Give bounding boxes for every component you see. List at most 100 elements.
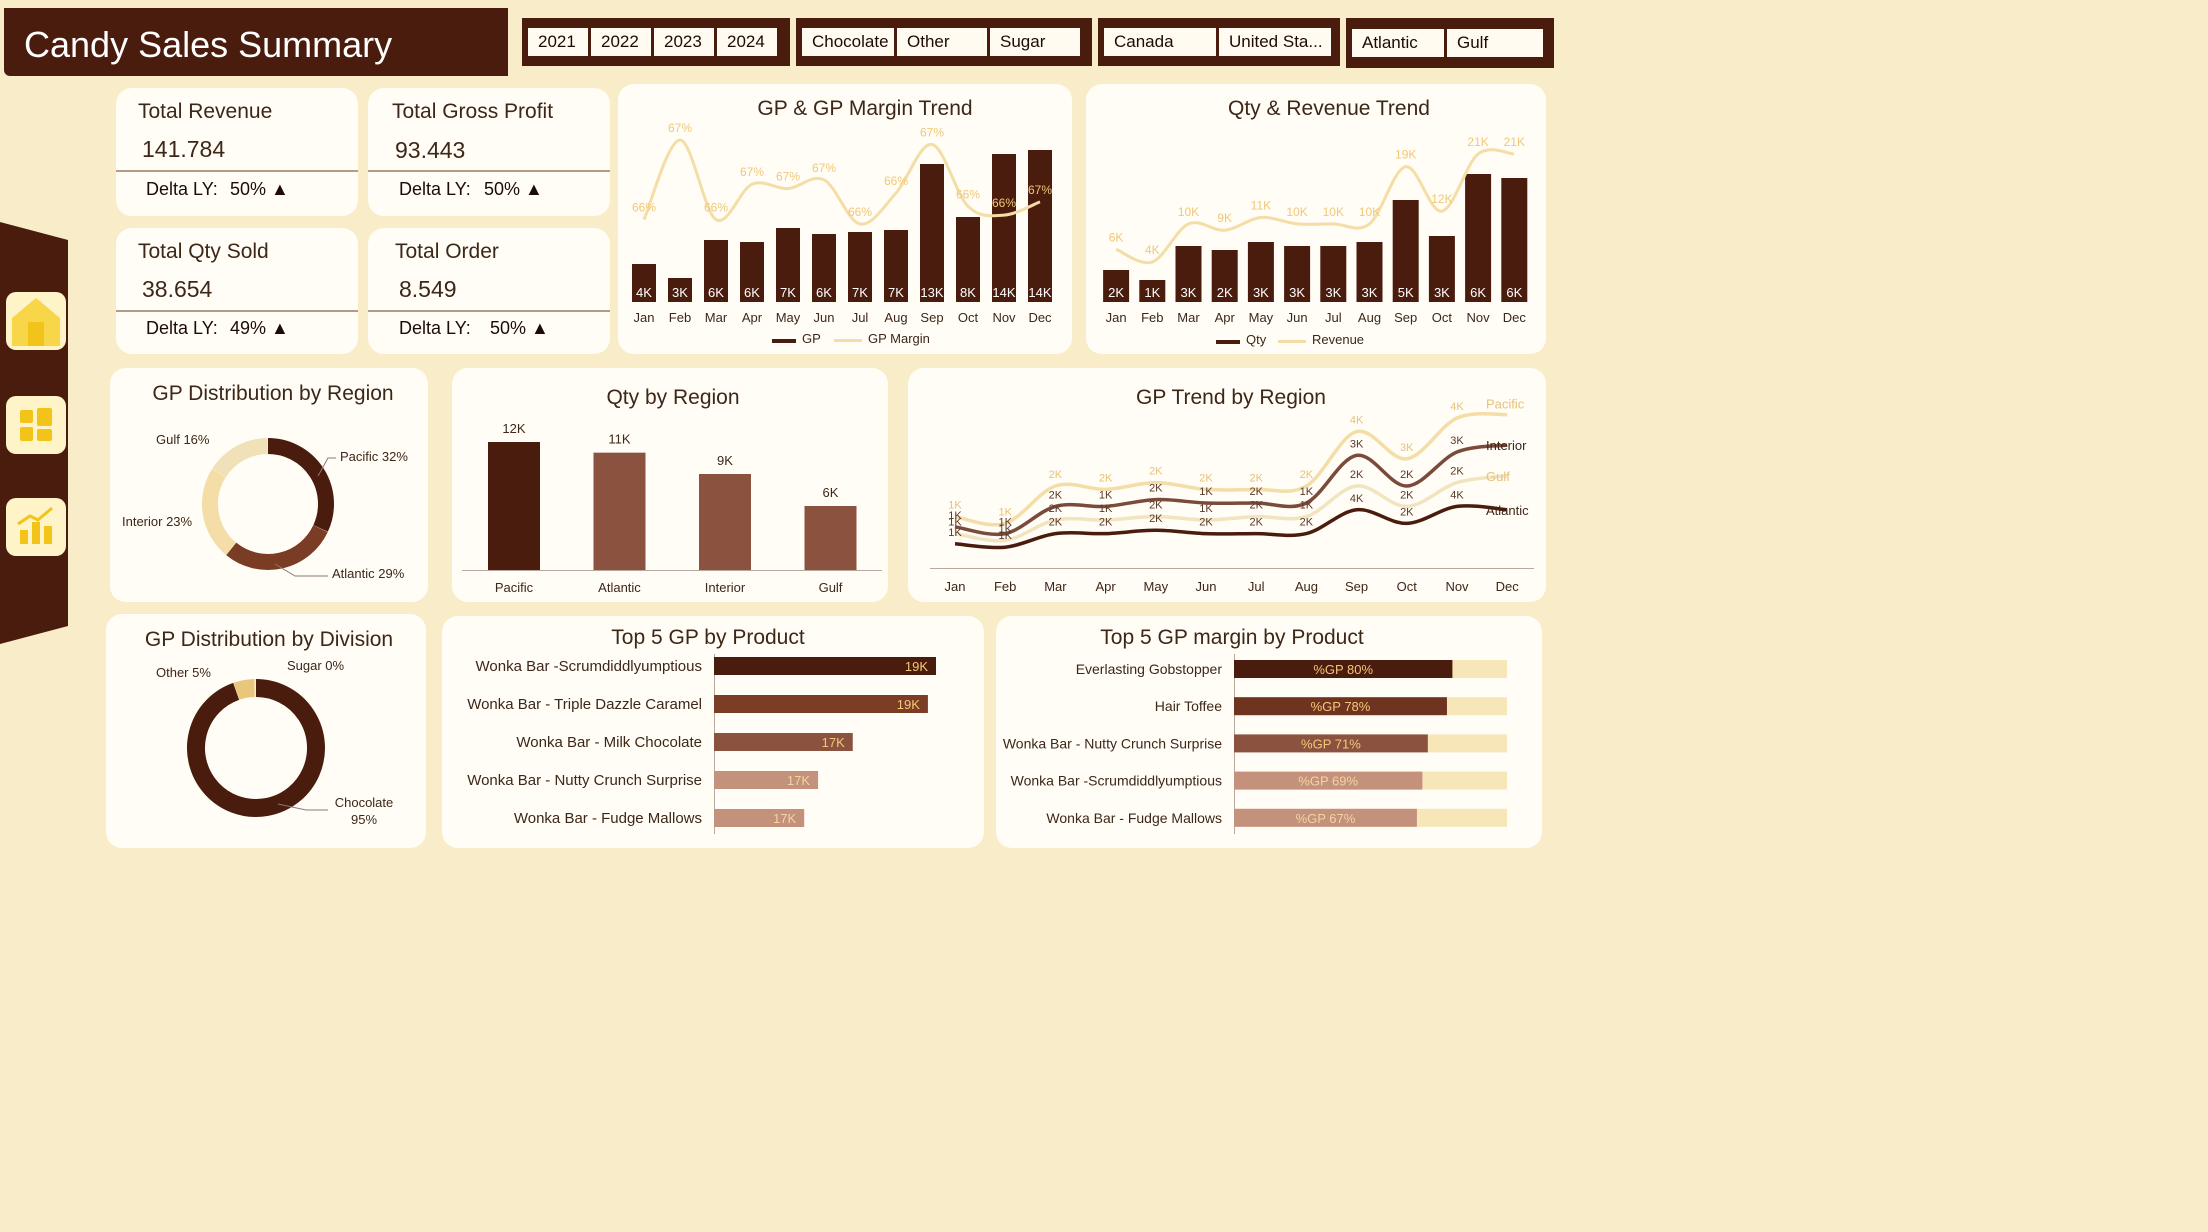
kpi-title: Total Revenue <box>138 100 273 123</box>
x-tick-label: Sep <box>1345 579 1368 594</box>
x-tick-label: Jul <box>852 310 869 325</box>
bar <box>1211 250 1238 302</box>
bar <box>1234 697 1447 716</box>
slicer-division-other[interactable]: Other <box>897 28 987 56</box>
x-tick-label: Apr <box>1095 579 1116 594</box>
slicer-year-2024[interactable]: 2024 <box>717 28 777 56</box>
nav-home-button[interactable] <box>6 292 66 350</box>
x-tick-label: Oct <box>1432 310 1453 325</box>
series-line <box>954 474 1508 543</box>
line-data-label: 2K <box>1099 472 1113 484</box>
bar-label: 14K <box>992 285 1015 300</box>
kpi-card-qty-sold: Total Qty Sold 38.654 Delta LY: 49% ▲ <box>116 228 358 354</box>
slicer-year-2021[interactable]: 2021 <box>528 28 588 56</box>
dashboard-icon <box>20 408 52 441</box>
bar-label: 3K <box>1253 285 1269 300</box>
legend-label: Revenue <box>1312 332 1364 347</box>
bar <box>714 809 805 827</box>
line-data-label: 1K <box>1300 486 1314 498</box>
gp-margin-trend-chart: 4K Jan 3K Feb 6K Mar 6K Apr 7K May 6K Jun 7K Jul 7K Aug… <box>632 121 1052 346</box>
slice-label: Gulf 16% <box>156 432 210 447</box>
qty-revenue-trend-card: Qty & Revenue Trend 2K Jan 1K Feb 3K Mar 2K Apr… <box>1086 84 1546 354</box>
bar <box>1392 200 1419 302</box>
line-data-label: 66% <box>848 205 872 219</box>
region-slicer: Atlantic Gulf <box>1346 18 1554 68</box>
line-data-label: 67% <box>740 165 764 179</box>
category-label: Wonka Bar -Scrumdiddlyumptious <box>1011 773 1222 789</box>
x-tick-label: Jan <box>1106 310 1127 325</box>
x-tick-label: Jun <box>1196 579 1217 594</box>
legend-swatch <box>1278 340 1306 343</box>
analytics-icon <box>17 506 53 544</box>
bar-label: 4K <box>636 285 652 300</box>
slicer-division-sugar[interactable]: Sugar <box>990 28 1080 56</box>
line-data-label: 2K <box>1199 472 1213 484</box>
gp-trend-region-chart: Jan Feb Mar Apr May Jun Jul Aug Sep Oct Nov Dec1K1K… <box>930 397 1534 594</box>
bar <box>714 771 819 789</box>
line-data-label: 3K <box>1450 435 1464 447</box>
top5-gp-bar-chart: Wonka Bar -Scrumdiddlyumptious 19K Wonka B… <box>467 654 936 834</box>
chart-title: GP Distribution by Division <box>144 628 394 651</box>
line-data-label: 1K <box>1300 500 1314 512</box>
category-label: Wonka Bar -Scrumdiddlyumptious <box>476 658 702 675</box>
bar <box>1320 246 1347 302</box>
bar-label: 7K <box>852 285 868 300</box>
line-data-label: 2K <box>1400 506 1414 518</box>
line-data-label: 67% <box>668 121 692 135</box>
line-data-label: 2K <box>1099 517 1113 529</box>
top5-margin-bar-chart: Everlasting Gobstopper %GP 80% Hair Toffee… <box>1003 654 1507 834</box>
series-end-label: Gulf <box>1486 469 1510 484</box>
bar-label: 6K <box>1506 285 1522 300</box>
line-data-label: 2K <box>1249 472 1263 484</box>
line-series <box>1115 148 1515 265</box>
kpi-card-revenue: Total Revenue 141.784 Delta LY: 50% ▲ <box>116 88 358 216</box>
nav-dashboard-button[interactable] <box>6 396 66 454</box>
dashboard-title-box: Candy Sales Summary <box>4 8 508 76</box>
kpi-card-total-order: Total Order 8.549 Delta LY: 50% ▲ <box>368 228 610 354</box>
slicer-country-canada[interactable]: Canada <box>1104 28 1216 56</box>
category-label: Everlasting Gobstopper <box>1076 661 1223 677</box>
slicer-year-2022[interactable]: 2022 <box>591 28 651 56</box>
slicer-country-us[interactable]: United Sta... <box>1219 28 1331 56</box>
x-axis-line <box>462 570 882 571</box>
slicer-division-chocolate[interactable]: Chocolate <box>802 28 894 56</box>
x-tick-label: Oct <box>958 310 979 325</box>
line-data-label: 2K <box>1450 466 1464 478</box>
slice-label: Atlantic 29% <box>332 566 405 581</box>
line-data-label: 11K <box>1251 199 1271 213</box>
x-tick-label: Feb <box>1141 310 1163 325</box>
bar-label: 5K <box>1398 285 1414 300</box>
slicer-region-gulf[interactable]: Gulf <box>1447 29 1543 57</box>
line-data-label: 1K <box>1099 489 1113 501</box>
home-icon <box>12 298 60 346</box>
x-tick-label: Nov <box>1445 579 1469 594</box>
slicer-year-2023[interactable]: 2023 <box>654 28 714 56</box>
kpi-delta-label: Delta LY: <box>399 179 471 199</box>
category-label: Wonka Bar - Milk Chocolate <box>516 734 702 751</box>
bar <box>956 217 980 302</box>
kpi-title: Total Qty Sold <box>138 240 269 263</box>
chart-title: Top 5 GP margin by Product <box>1100 626 1364 649</box>
division-slicer: Chocolate Other Sugar <box>796 18 1092 66</box>
x-tick-label: May <box>1249 310 1274 325</box>
line-data-label: 4K <box>1450 401 1464 413</box>
category-label: Wonka Bar - Triple Dazzle Caramel <box>467 696 702 713</box>
nav-analytics-button[interactable] <box>6 498 66 556</box>
slicer-region-atlantic[interactable]: Atlantic <box>1352 29 1444 57</box>
bar-label: %GP 80% <box>1313 662 1373 677</box>
line-data-label: 2K <box>1049 503 1063 515</box>
line-data-label: 1K <box>998 506 1012 518</box>
line-data-label: 1K <box>948 527 962 539</box>
line-data-label: 4K <box>1350 493 1364 505</box>
x-tick-label: May <box>776 310 801 325</box>
divider <box>116 170 358 172</box>
chart-title: Qty by Region <box>606 386 740 409</box>
line-data-label: 10K <box>1323 205 1344 219</box>
bar-label: %GP 71% <box>1301 736 1361 751</box>
x-tick-label: Feb <box>669 310 691 325</box>
bar <box>776 228 800 302</box>
legend-label: Qty <box>1246 332 1267 347</box>
kpi-card-gross-profit: Total Gross Profit 93.443 Delta LY: 50% … <box>368 88 610 216</box>
bar <box>714 657 936 675</box>
bar-label: 3K <box>1181 285 1197 300</box>
